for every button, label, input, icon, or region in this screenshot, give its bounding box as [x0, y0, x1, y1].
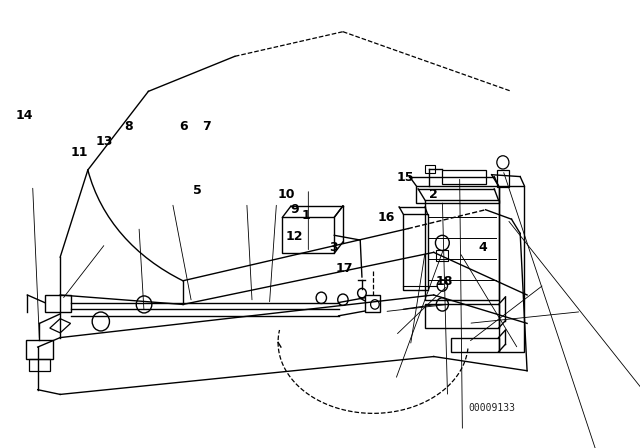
Text: 7: 7: [202, 120, 211, 133]
Bar: [29, 359, 50, 371]
Bar: [442, 170, 486, 184]
Text: 12: 12: [286, 230, 303, 243]
Bar: [45, 295, 70, 312]
Text: 16: 16: [378, 211, 395, 224]
Text: 6: 6: [180, 120, 188, 133]
Bar: [425, 200, 499, 300]
Text: 9: 9: [291, 203, 299, 216]
Bar: [282, 217, 334, 253]
Bar: [26, 340, 53, 359]
Bar: [451, 338, 499, 352]
Text: 00009133: 00009133: [469, 403, 516, 414]
Bar: [403, 215, 428, 290]
Text: 17: 17: [336, 262, 353, 275]
Text: 5: 5: [193, 184, 202, 197]
Text: 1: 1: [301, 209, 310, 222]
Text: 14: 14: [16, 109, 33, 122]
Text: 18: 18: [435, 275, 452, 288]
Bar: [425, 305, 499, 328]
Bar: [497, 170, 509, 187]
Bar: [436, 250, 449, 261]
Bar: [499, 186, 525, 352]
Bar: [417, 186, 499, 203]
Text: 8: 8: [124, 120, 133, 133]
Bar: [425, 165, 435, 173]
Text: 15: 15: [397, 171, 414, 184]
Text: 13: 13: [95, 135, 113, 148]
Text: 10: 10: [278, 188, 295, 201]
Text: 2: 2: [429, 188, 437, 201]
Text: 4: 4: [479, 241, 487, 254]
Bar: [365, 295, 380, 312]
Text: 3: 3: [329, 241, 338, 254]
Text: 11: 11: [70, 146, 88, 159]
